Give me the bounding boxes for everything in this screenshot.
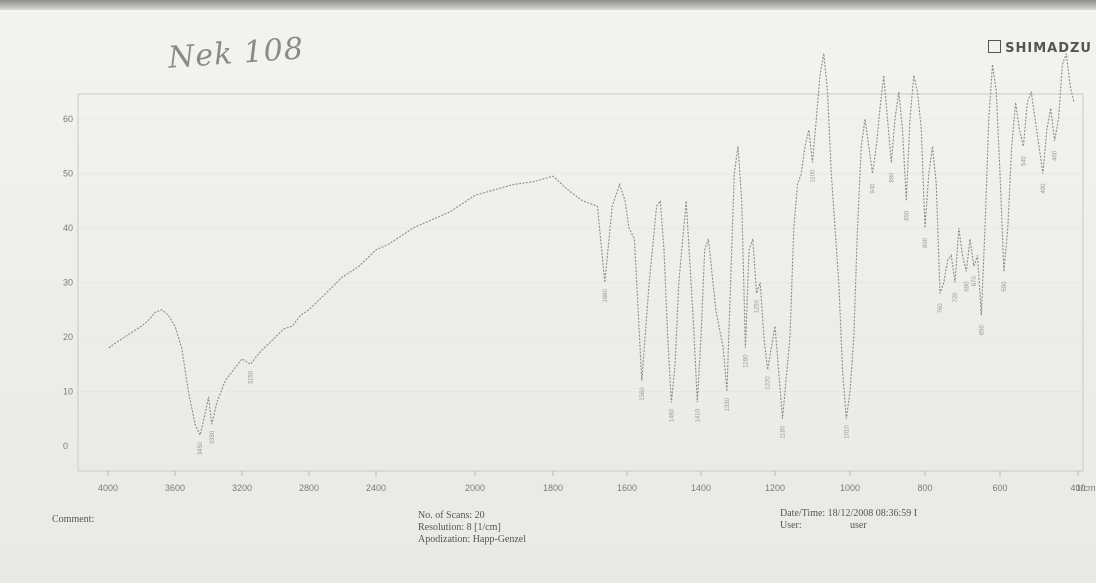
comment-label: Comment: xyxy=(52,514,95,525)
peak-label: 3380 xyxy=(210,430,216,444)
peak-label: 460 xyxy=(1053,150,1059,161)
x-tick-label: 400 xyxy=(1070,483,1085,493)
y-tick-label: 60 xyxy=(63,114,73,124)
x-tick-label: 1400 xyxy=(691,483,711,493)
peak-label: 1660 xyxy=(603,288,609,302)
peak-label: 760 xyxy=(938,303,944,314)
peak-label: 3150 xyxy=(248,370,254,384)
peak-label: 1100 xyxy=(811,169,817,183)
peak-label: 1480 xyxy=(669,408,675,422)
run-info: Date/Time: 18/12/2008 08:36:59 I User: us… xyxy=(780,508,917,532)
x-tick-label: 600 xyxy=(992,483,1007,493)
peak-label: 1560 xyxy=(640,387,646,401)
y-tick-label: 20 xyxy=(63,332,73,342)
scan-count: No. of Scans: 20 xyxy=(418,510,485,521)
user-value: user xyxy=(850,520,867,531)
peak-label: 1220 xyxy=(766,376,772,390)
x-tick-label: 3200 xyxy=(232,483,252,493)
peak-label: 670 xyxy=(972,275,978,286)
x-tick-label: 800 xyxy=(917,483,932,493)
date-time: Date/Time: 18/12/2008 08:36:59 I xyxy=(780,508,918,519)
x-tick-label: 1200 xyxy=(765,483,785,493)
peak-label: 1180 xyxy=(781,425,787,439)
scan-apodization: Apodization: Happ-Genzel xyxy=(418,534,527,545)
shimadzu-logo-icon xyxy=(988,40,1002,53)
x-tick-label: 3600 xyxy=(165,483,185,493)
scan-parameters: No. of Scans: 20 Resolution: 8 [1/cm] Ap… xyxy=(418,510,526,546)
peak-label: 590 xyxy=(1002,281,1008,292)
x-axis-ticks: 4000 3600 3200 2800 2400 2000 1800 1600 1400 1200… xyxy=(98,471,1086,493)
y-tick-label: 40 xyxy=(63,223,73,233)
user-label: User: xyxy=(780,520,802,531)
peak-label: 540 xyxy=(1021,156,1027,167)
x-axis-unit: 1/cm xyxy=(1076,483,1096,493)
x-tick-label: 2000 xyxy=(465,483,485,493)
y-tick-label: 50 xyxy=(63,169,73,179)
peak-label: 800 xyxy=(923,237,929,248)
peak-label: 490 xyxy=(1041,183,1047,194)
peak-label: 1250 xyxy=(755,299,761,313)
x-tick-label: 1000 xyxy=(840,483,860,493)
peak-label: 1330 xyxy=(725,397,731,411)
x-tick-label: 1600 xyxy=(617,483,637,493)
y-tick-label: 30 xyxy=(63,278,73,288)
peak-label: 3450 xyxy=(198,441,204,455)
y-axis-ticks: 0 10 20 30 40 50 60 xyxy=(63,114,1083,451)
peak-label: 940 xyxy=(871,183,877,194)
scan-resolution: Resolution: 8 [1/cm] xyxy=(418,522,501,533)
scan-edge xyxy=(0,0,1096,10)
x-tick-label: 2400 xyxy=(366,483,386,493)
peak-label: 690 xyxy=(964,281,970,292)
y-tick-label: 0 xyxy=(63,441,68,451)
peak-label: 650 xyxy=(979,325,985,336)
x-tick-label: 2800 xyxy=(299,483,319,493)
peak-label: 1280 xyxy=(743,354,749,368)
peak-label: 850 xyxy=(904,210,910,221)
brand-logo: SHIMADZU xyxy=(988,40,1092,56)
peak-label: 890 xyxy=(889,172,895,183)
peak-label: 1010 xyxy=(844,425,850,439)
y-tick-label: 10 xyxy=(63,387,73,397)
x-tick-label: 1800 xyxy=(543,483,563,493)
peak-label: 1410 xyxy=(695,408,701,422)
peak-label: 720 xyxy=(953,292,959,303)
brand-name: SHIMADZU xyxy=(1005,41,1092,56)
x-tick-label: 4000 xyxy=(98,483,118,493)
